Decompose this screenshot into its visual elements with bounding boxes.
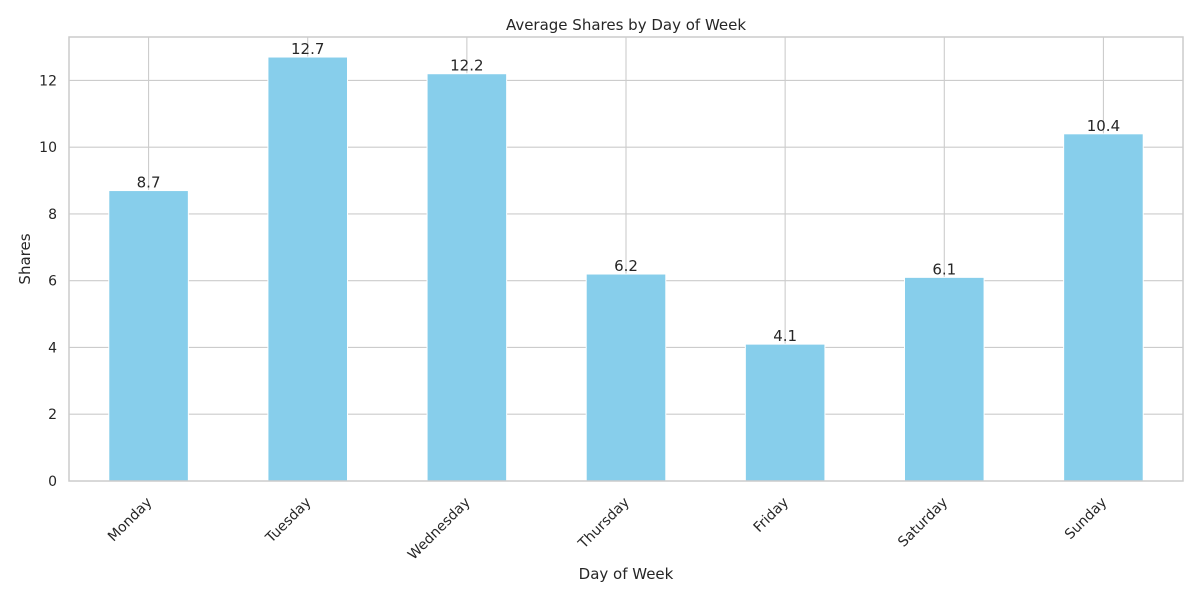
plot-frame <box>68 36 1184 482</box>
y-tick-label: 10 <box>39 140 57 156</box>
bar-value-label: 12.2 <box>450 57 483 75</box>
plot-border <box>68 36 1184 482</box>
bar-value-label: 6.1 <box>932 260 956 278</box>
x-axis-title: Day of Week <box>579 565 674 583</box>
bar-sunday <box>1063 133 1144 482</box>
bar-saturday <box>904 276 985 482</box>
bar-monday <box>108 190 189 482</box>
y-tick-label: 0 <box>48 474 57 490</box>
bar-wednesday <box>426 73 508 482</box>
bar-value-label: 12.7 <box>291 40 324 58</box>
y-tick-label: 6 <box>48 274 57 290</box>
bar-tuesday <box>267 56 348 482</box>
bar-value-label: 10.4 <box>1087 117 1120 135</box>
bar-friday <box>744 343 826 482</box>
bar-value-label: 4.1 <box>773 327 797 345</box>
y-tick-label: 8 <box>48 207 57 223</box>
y-tick-label: 2 <box>48 407 57 423</box>
bar-thursday <box>585 273 667 482</box>
bars-layer <box>108 56 1144 482</box>
bar-value-label: 8.7 <box>137 174 161 192</box>
y-axis-title: Shares <box>16 233 34 284</box>
chart-title: Average Shares by Day of Week <box>506 16 746 34</box>
bar-value-label: 6.2 <box>614 257 638 275</box>
y-tick-label: 12 <box>39 73 57 89</box>
y-tick-label: 4 <box>48 340 57 356</box>
